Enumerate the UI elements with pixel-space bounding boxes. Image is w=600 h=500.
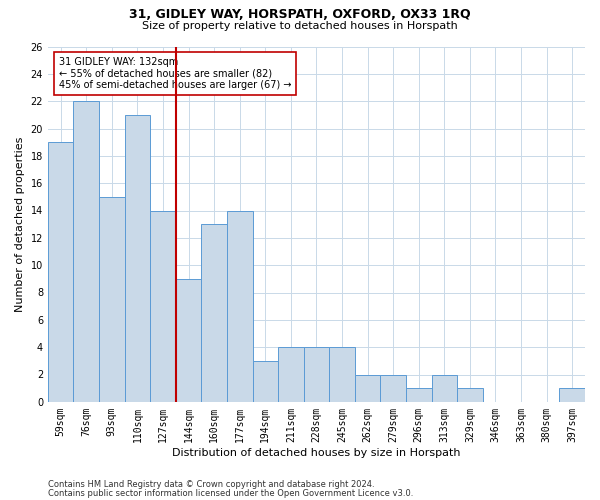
Bar bbox=[559, 388, 585, 402]
Bar bbox=[457, 388, 482, 402]
Text: Contains public sector information licensed under the Open Government Licence v3: Contains public sector information licen… bbox=[48, 488, 413, 498]
Bar bbox=[176, 279, 202, 402]
Text: Size of property relative to detached houses in Horspath: Size of property relative to detached ho… bbox=[142, 21, 458, 31]
Bar bbox=[431, 374, 457, 402]
Bar bbox=[406, 388, 431, 402]
Text: Contains HM Land Registry data © Crown copyright and database right 2024.: Contains HM Land Registry data © Crown c… bbox=[48, 480, 374, 489]
Bar bbox=[99, 197, 125, 402]
Text: 31, GIDLEY WAY, HORSPATH, OXFORD, OX33 1RQ: 31, GIDLEY WAY, HORSPATH, OXFORD, OX33 1… bbox=[129, 8, 471, 20]
Bar bbox=[304, 347, 329, 402]
Bar bbox=[380, 374, 406, 402]
Bar bbox=[278, 347, 304, 402]
Bar bbox=[202, 224, 227, 402]
X-axis label: Distribution of detached houses by size in Horspath: Distribution of detached houses by size … bbox=[172, 448, 461, 458]
Bar bbox=[253, 361, 278, 402]
Bar bbox=[73, 101, 99, 402]
Bar bbox=[227, 210, 253, 402]
Y-axis label: Number of detached properties: Number of detached properties bbox=[15, 136, 25, 312]
Bar bbox=[48, 142, 73, 402]
Text: 31 GIDLEY WAY: 132sqm
← 55% of detached houses are smaller (82)
45% of semi-deta: 31 GIDLEY WAY: 132sqm ← 55% of detached … bbox=[59, 57, 291, 90]
Bar bbox=[150, 210, 176, 402]
Bar bbox=[329, 347, 355, 402]
Bar bbox=[125, 115, 150, 402]
Bar bbox=[355, 374, 380, 402]
